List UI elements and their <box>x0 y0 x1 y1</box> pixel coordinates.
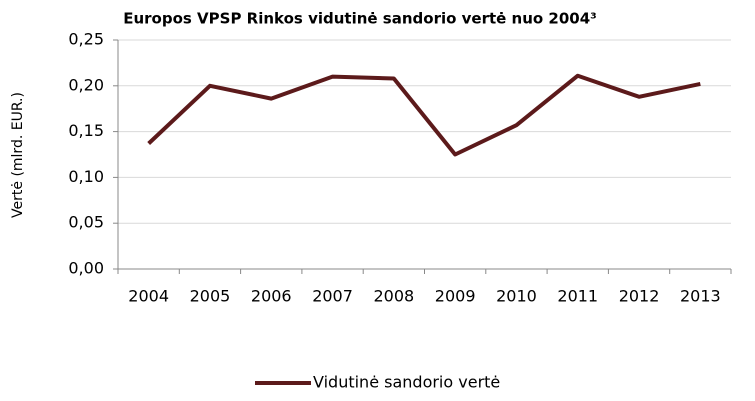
y-tick-label: 0,15 <box>68 121 104 140</box>
x-tick-label: 2009 <box>435 287 476 306</box>
y-tick-label: 0,05 <box>68 213 104 232</box>
x-tick-label: 2013 <box>680 287 721 306</box>
y-tick-label: 0,00 <box>68 259 104 278</box>
x-tick-label: 2006 <box>251 287 292 306</box>
x-tick-label: 2004 <box>128 287 169 306</box>
data-line <box>147 73 701 157</box>
x-tick-label: 2010 <box>496 287 537 306</box>
chart-title: Europos VPSP Rinkos vidutinė sandorio ve… <box>123 10 597 28</box>
y-axis-label: Vertė (mlrd. EUR.) <box>10 92 26 218</box>
x-tick-label: 2008 <box>373 287 414 306</box>
legend-label: Vidutinė sandorio vertė <box>313 373 500 392</box>
y-tick-label: 0,20 <box>68 75 104 94</box>
x-tick-label: 2012 <box>619 287 660 306</box>
x-tick-label: 2011 <box>557 287 598 306</box>
x-tick-label: 2005 <box>190 287 231 306</box>
x-tick-label: 2007 <box>312 287 353 306</box>
y-tick-label: 0,10 <box>68 167 104 186</box>
y-tick-label: 0,25 <box>68 30 104 49</box>
